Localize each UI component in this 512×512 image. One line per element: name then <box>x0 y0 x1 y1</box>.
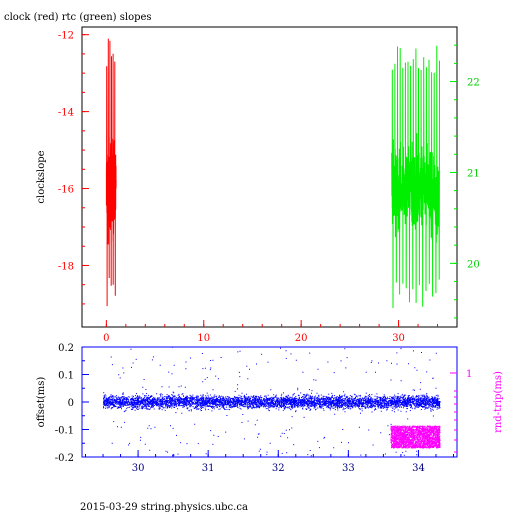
slopes-ytick-label: -16 <box>58 185 74 196</box>
offset-xtick-label: 34 <box>412 463 425 474</box>
slopes-ytick-label: -14 <box>58 108 74 119</box>
offset-xtick-label: 30 <box>132 463 145 474</box>
offset-ytick-label: 0 <box>68 398 74 409</box>
offset-ytick-label: 0.1 <box>58 371 74 382</box>
slopes-xtick-label: 20 <box>295 333 308 344</box>
rndtrip-ytick-label: 1 <box>466 369 472 380</box>
footer-text: 2015-03-29 string.physics.ubc.ca <box>80 502 248 512</box>
chart-title: clock (red) rtc (green) slopes <box>4 12 152 23</box>
rtc-slope-series <box>391 45 440 309</box>
slopes-chart: clockslope -12 -14 -16 -18 22 21 20 0 10 20 30 <box>36 26 480 344</box>
slopes-axes: -12 -14 -16 -18 22 21 20 0 10 20 30 <box>58 31 480 344</box>
offset-ytick-label: -0.2 <box>55 453 74 464</box>
rndtrip-points <box>390 425 441 449</box>
slopes-ytick-label: -12 <box>58 31 74 42</box>
offset-axes: 0.2 0.1 0 -0.1 -0.2 30 31 32 33 34 1 <box>55 343 473 474</box>
offset-chart: offset(ms) rnd-trip(ms) 0.2 0.1 0 -0.1 -0.2 3… <box>36 343 504 474</box>
offset-ytick-label: 0.2 <box>58 343 74 354</box>
slopes-y2tick-label: 20 <box>467 259 480 270</box>
slopes-xtick-label: 10 <box>197 333 210 344</box>
offset-ylabel: offset(ms) <box>36 377 47 428</box>
slopes-y2tick-label: 22 <box>467 78 480 89</box>
rndtrip-ylabel: rnd-trip(ms) <box>493 371 504 433</box>
slopes-xtick-label: 30 <box>392 333 405 344</box>
slopes-ytick-label: -18 <box>58 261 74 272</box>
slopes-frame <box>81 26 458 328</box>
slopes-ylabel: clockslope <box>36 150 47 203</box>
offset-xtick-label: 32 <box>272 463 285 474</box>
slopes-marks <box>105 38 440 309</box>
offset-points <box>103 346 441 457</box>
clock-slope-series <box>105 38 117 307</box>
offset-xtick-label: 31 <box>202 463 215 474</box>
slopes-y2tick-label: 21 <box>467 168 480 179</box>
offset-marks <box>103 346 441 457</box>
slopes-xtick-label: 0 <box>103 333 109 344</box>
offset-ytick-label: -0.1 <box>55 426 74 437</box>
offset-xtick-label: 33 <box>342 463 355 474</box>
